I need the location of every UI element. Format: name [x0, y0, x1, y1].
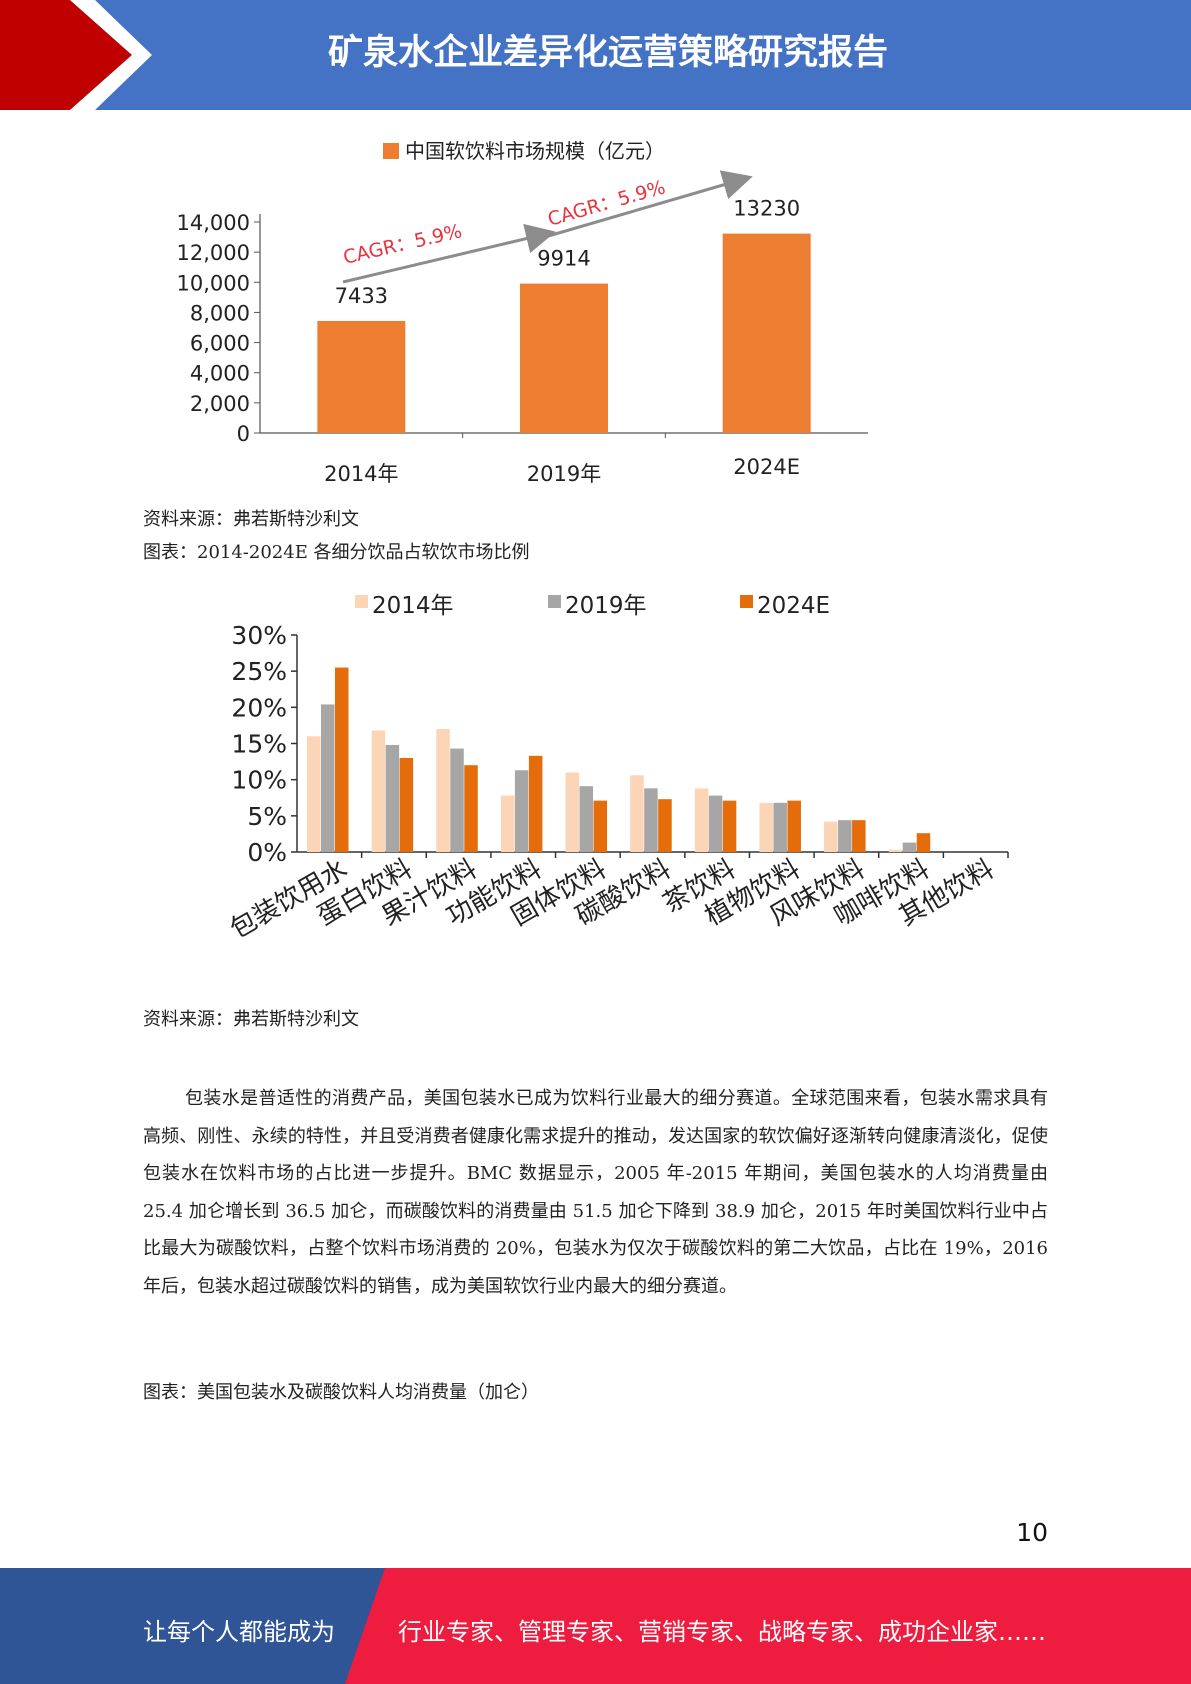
bar	[450, 748, 464, 852]
cagr-label: CAGR：5.9%	[545, 176, 668, 231]
bar	[399, 757, 414, 852]
x-tick-label: 2019年	[527, 462, 601, 486]
y-tick-label: 15%	[231, 730, 287, 759]
footer-slogan-right: 行业专家、管理专家、营销专家、战略专家、成功企业家……	[398, 1618, 1046, 1646]
legend-swatch	[355, 595, 368, 608]
bar	[722, 800, 737, 852]
bar	[335, 667, 349, 852]
x-tick-label: 2024E	[733, 455, 800, 479]
y-tick-label: 8,000	[190, 301, 250, 325]
y-tick-label: 20%	[231, 693, 287, 722]
legend-label: 中国软饮料市场规模（亿元）	[405, 140, 665, 163]
bar	[520, 283, 608, 433]
source-note-2: 资料来源：弗若斯特沙利文	[143, 1009, 359, 1030]
figure-title-3: 图表：美国包装水及碳酸饮料人均消费量（加仑）	[143, 1382, 539, 1403]
bar	[593, 800, 608, 852]
bar	[528, 755, 543, 852]
bar-value-label: 9914	[537, 247, 590, 271]
bar	[708, 795, 723, 852]
y-tick-label: 10%	[231, 766, 287, 795]
cagr-label: CAGR：5.9%	[341, 220, 464, 269]
footer-bar	[0, 1568, 1191, 1684]
legend-label: 2024E	[757, 593, 830, 619]
legend-swatch	[548, 595, 561, 608]
y-tick-label: 30%	[231, 621, 287, 650]
bar	[630, 775, 644, 852]
bar	[852, 820, 866, 852]
bar	[307, 736, 321, 852]
bar	[644, 788, 658, 852]
y-tick-label: 6,000	[190, 332, 250, 356]
legend-label: 2014年	[372, 593, 454, 619]
bar	[838, 820, 852, 852]
bar	[579, 786, 594, 852]
bar-value-label: 7433	[335, 284, 388, 308]
bar	[694, 788, 709, 852]
bar	[371, 730, 386, 852]
y-tick-label: 25%	[231, 657, 287, 686]
y-tick-label: 14,000	[177, 211, 250, 235]
legend-swatch	[740, 595, 753, 608]
figure-title-2: 图表：2014-2024E 各细分饮品占软饮市场比例	[143, 542, 530, 563]
bar	[658, 799, 672, 852]
bar	[722, 233, 811, 433]
legend-swatch	[383, 143, 399, 159]
cagr-arrow	[544, 170, 753, 239]
footer-slogan-left: 让每个人都能成为	[143, 1618, 335, 1646]
report-title: 矿泉水企业差异化运营策略研究报告	[327, 33, 888, 73]
bar	[902, 842, 917, 852]
bar	[385, 744, 400, 852]
bar	[321, 704, 335, 852]
bar	[773, 802, 787, 852]
y-tick-label: 12,000	[177, 241, 250, 265]
segment-share-chart: 2014年 2019年 2024E 0% 5% 10% 15% 20% 25% 30% 包装饮用水蛋…	[130, 580, 1050, 990]
y-tick-label: 4,000	[190, 362, 250, 386]
bar	[317, 320, 406, 433]
page-number: 10	[1016, 1518, 1048, 1547]
bar	[464, 765, 478, 852]
bar	[888, 849, 903, 852]
bar	[824, 821, 838, 852]
header-chevron-icon	[0, 0, 152, 110]
bar	[916, 833, 931, 852]
bar	[500, 795, 515, 852]
legend-label: 2019年	[565, 593, 647, 619]
y-tick-label: 10,000	[177, 271, 250, 295]
bar	[565, 772, 580, 852]
cagr-arrow	[342, 223, 556, 284]
source-note-1: 资料来源：弗若斯特沙利文	[143, 509, 359, 530]
bar	[514, 770, 529, 852]
bar	[787, 800, 801, 852]
y-tick-label: 0	[237, 422, 250, 446]
bar-value-label: 13230	[733, 197, 800, 221]
bar	[436, 729, 450, 852]
y-tick-label: 0%	[247, 838, 287, 867]
x-tick-label: 2014年	[324, 462, 398, 486]
y-tick-label: 5%	[247, 802, 287, 831]
body-paragraph: 包装水是普适性的消费产品，美国包装水已成为饮料行业最大的细分赛道。全球范围来看，…	[143, 1088, 1048, 1297]
market-size-chart: 中国软饮料市场规模（亿元） 0 2,000 4,000 6,000 8,000 10,000…	[130, 140, 890, 490]
header-bar	[0, 0, 1191, 110]
y-tick-label: 2,000	[190, 392, 250, 416]
bar	[759, 802, 773, 852]
